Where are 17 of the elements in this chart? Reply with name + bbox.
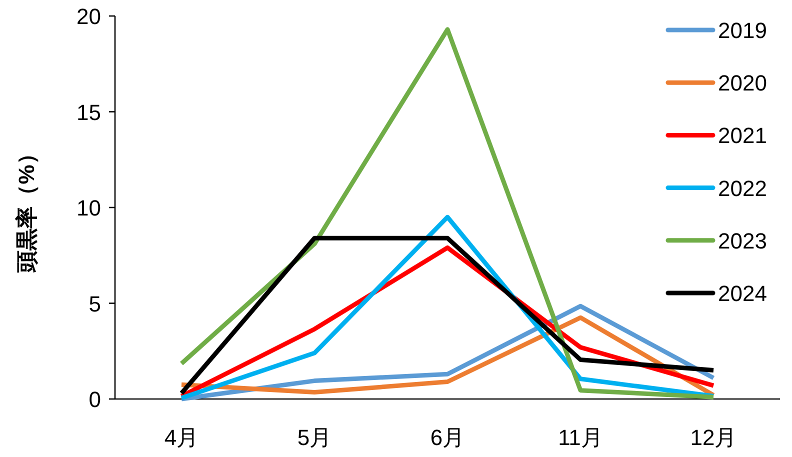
y-tick-label: 15 — [76, 100, 101, 125]
x-tick-label: 6月 — [430, 425, 465, 450]
y-tick-label: 0 — [88, 387, 101, 412]
x-tick-label: 5月 — [297, 425, 332, 450]
legend-label: 2019 — [718, 18, 767, 43]
x-tick-label: 4月 — [164, 425, 199, 450]
legend-label: 2022 — [718, 176, 767, 201]
legend-label: 2023 — [718, 228, 767, 254]
x-tick-label: 11月 — [558, 425, 603, 450]
y-tick-label: 20 — [76, 4, 101, 29]
x-tick-label: 12月 — [690, 425, 737, 450]
y-axis-title: 頭黒率（%） — [14, 142, 39, 274]
legend-label: 2020 — [718, 70, 767, 96]
y-tick-label: 5 — [88, 291, 101, 316]
legend-label: 2021 — [718, 123, 767, 148]
legend-label: 2024 — [718, 281, 767, 306]
y-tick-label: 10 — [76, 196, 101, 220]
